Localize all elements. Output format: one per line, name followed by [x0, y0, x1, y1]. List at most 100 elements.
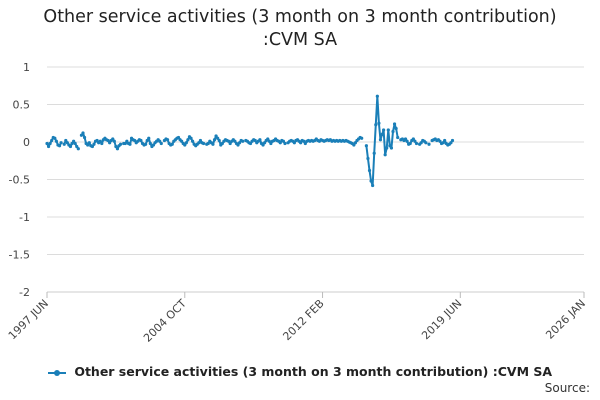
legend-marker-icon — [53, 369, 60, 376]
data-point — [79, 133, 84, 137]
data-point — [414, 141, 419, 146]
series-line — [365, 95, 399, 187]
data-point — [427, 142, 431, 146]
data-point — [118, 142, 123, 146]
data-point — [59, 141, 63, 145]
data-point — [81, 131, 85, 135]
data-point — [90, 144, 94, 149]
data-point — [68, 144, 73, 149]
data-point — [385, 146, 389, 150]
data-point — [383, 153, 387, 157]
x-tick-label: 1997 JUN — [6, 297, 51, 342]
data-point — [151, 143, 156, 147]
data-point — [48, 141, 52, 146]
data-point — [212, 138, 217, 142]
series-group — [45, 94, 455, 188]
data-point — [369, 179, 373, 183]
chart-title: Other service activities (3 month on 3 m… — [0, 6, 600, 52]
data-point — [108, 141, 112, 145]
data-point — [112, 139, 116, 143]
data-point — [352, 143, 356, 147]
data-point — [211, 142, 215, 146]
data-point — [394, 126, 398, 131]
data-point — [87, 141, 91, 145]
data-point — [95, 138, 99, 143]
data-point — [165, 138, 170, 142]
data-point — [75, 144, 79, 149]
data-point — [46, 144, 51, 149]
data-point — [70, 141, 74, 146]
data-point — [220, 141, 224, 146]
data-point — [405, 139, 409, 143]
data-point — [139, 138, 143, 143]
data-point — [441, 141, 445, 145]
data-point — [76, 147, 80, 151]
data-point — [237, 141, 242, 145]
data-point — [367, 168, 372, 173]
data-point — [266, 137, 270, 141]
data-point — [184, 141, 188, 145]
data-point — [360, 136, 364, 140]
data-point — [191, 139, 195, 143]
data-point — [269, 141, 273, 146]
data-point — [248, 141, 253, 146]
y-tick-label: -0.5 — [9, 174, 30, 187]
data-point — [299, 141, 303, 145]
data-point — [263, 141, 267, 145]
data-point — [253, 138, 257, 143]
data-point — [123, 141, 127, 146]
chart-title-line-2: :CVM SA — [262, 30, 338, 50]
data-point — [449, 141, 453, 145]
data-point — [147, 136, 151, 140]
data-point — [176, 135, 181, 140]
y-tick-label: -1 — [19, 211, 30, 224]
data-point — [278, 141, 282, 145]
data-point — [128, 142, 132, 146]
data-point — [144, 142, 148, 146]
data-point — [125, 139, 129, 143]
data-point — [73, 141, 77, 146]
chart-title-line-1: Other service activities (3 month on 3 m… — [43, 7, 557, 27]
legend-swatch-icon — [47, 369, 66, 376]
data-point — [64, 138, 68, 143]
y-tick-label: 0 — [23, 136, 30, 149]
data-point — [86, 143, 90, 147]
data-point — [388, 144, 392, 148]
data-point — [413, 139, 417, 143]
data-point — [216, 136, 220, 140]
data-point — [217, 138, 221, 143]
data-point — [364, 144, 368, 148]
data-point — [145, 138, 149, 143]
data-point — [389, 146, 394, 150]
data-point — [170, 142, 174, 146]
data-point — [392, 122, 397, 126]
data-point — [148, 141, 152, 146]
data-point — [377, 121, 381, 125]
data-point — [386, 128, 390, 132]
data-point — [227, 139, 231, 143]
data-point — [198, 138, 203, 143]
data-point — [443, 138, 447, 143]
y-tick-label: -1.5 — [9, 249, 30, 262]
x-tick-label: 2012 FEB — [280, 297, 326, 343]
data-point — [50, 138, 54, 143]
y-tick-label: -2 — [19, 286, 30, 299]
data-point — [375, 94, 379, 98]
data-point — [186, 138, 190, 142]
data-point — [98, 139, 102, 143]
data-point — [411, 137, 415, 141]
data-point — [189, 136, 193, 140]
x-tick-label: 2026 JAN — [543, 297, 588, 342]
data-point — [450, 138, 455, 143]
data-point — [303, 141, 307, 146]
data-point — [408, 141, 412, 146]
data-point — [380, 132, 384, 137]
data-point — [82, 135, 87, 140]
data-point — [180, 139, 184, 143]
data-point — [92, 142, 96, 146]
data-point — [100, 141, 104, 146]
data-point — [65, 141, 69, 145]
data-point — [396, 135, 400, 140]
data-point — [261, 143, 265, 147]
data-point — [403, 137, 408, 141]
